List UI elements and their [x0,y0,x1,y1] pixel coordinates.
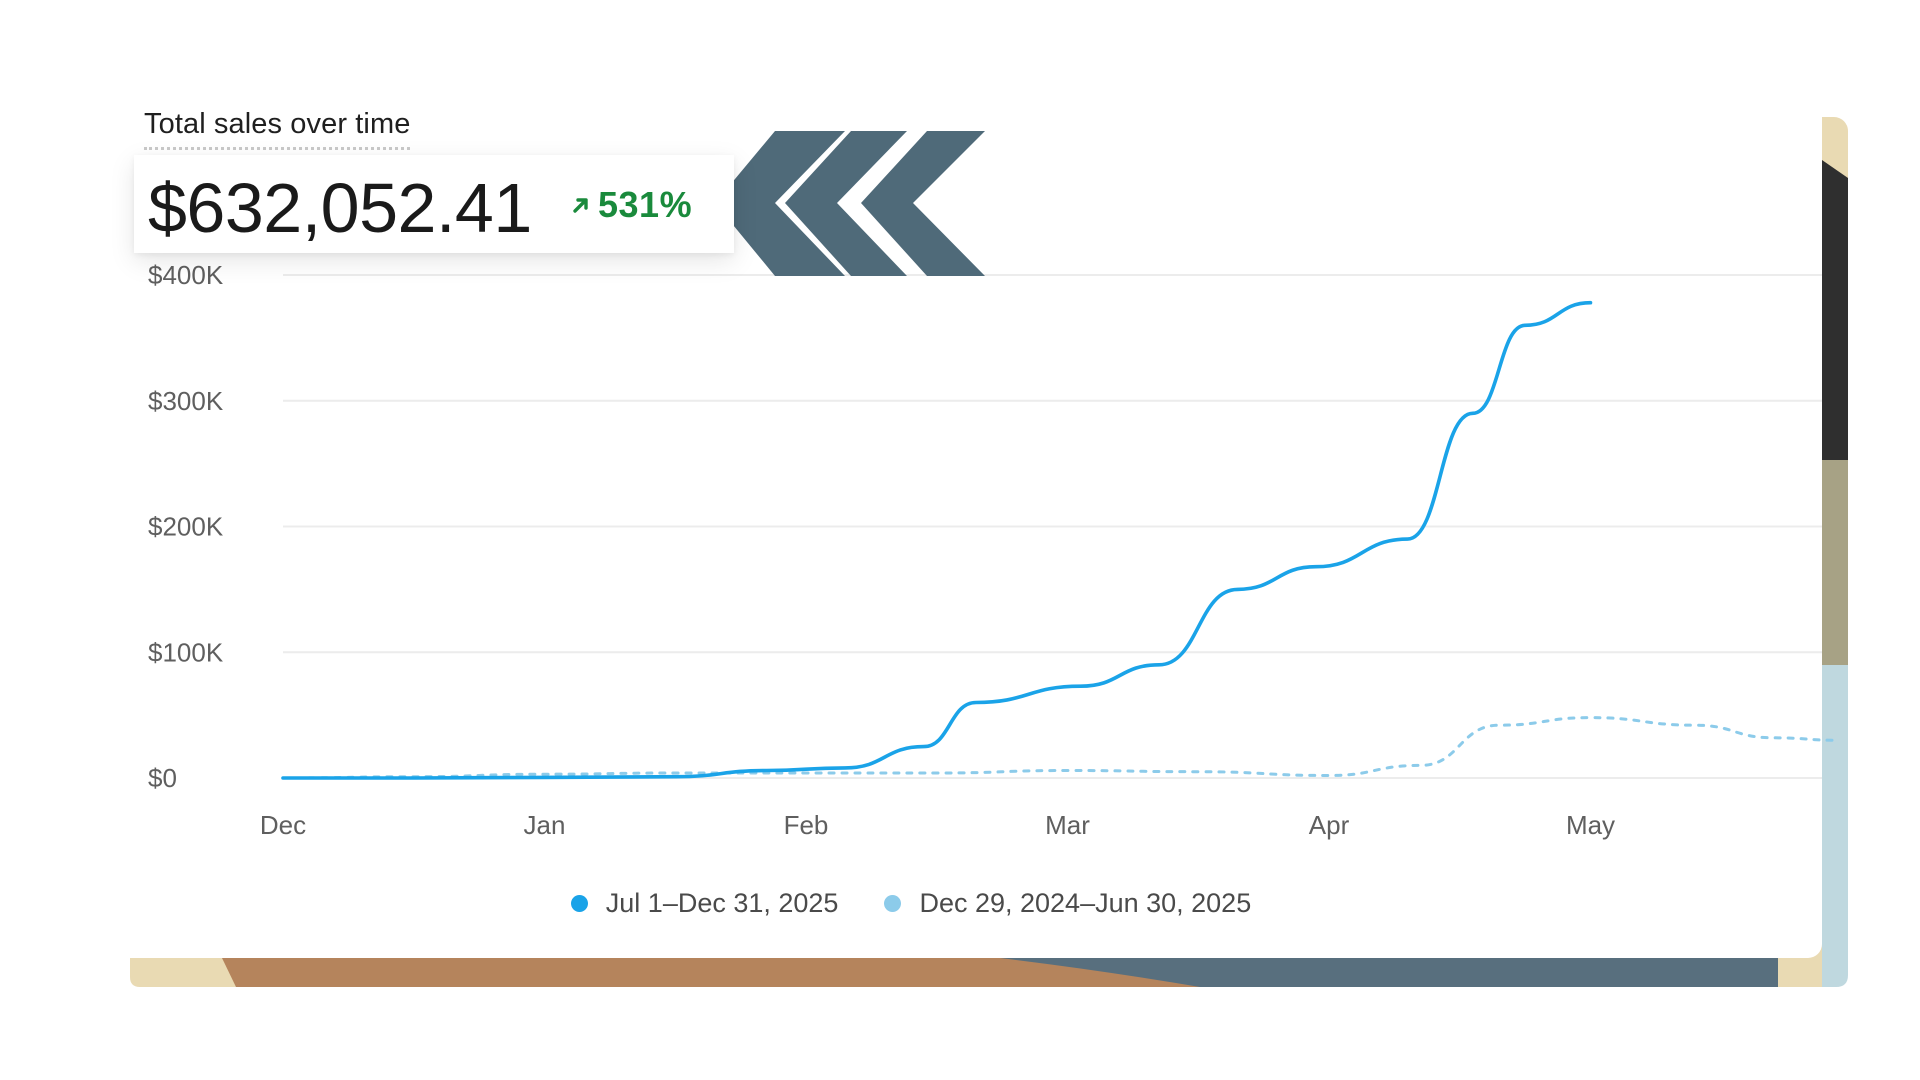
series-line-previous-period[interactable] [281,716,1841,780]
y-tick-label: $400K [148,260,224,290]
total-summary: $632,052.41 531% [134,155,734,253]
gridlines [283,274,1822,779]
legend-label: Dec 29, 2024–Jun 30, 2025 [919,888,1252,918]
arrow-up-right-icon [573,198,588,213]
y-tick-label: $200K [148,512,224,542]
chevron-arrows-icon [715,131,985,276]
x-tick-label: May [1566,810,1615,840]
change-indicator: 531% [570,184,693,225]
legend-dot-icon [570,895,588,912]
chart-title[interactable]: Total sales over time [144,108,411,150]
legend-item[interactable]: Jul 1–Dec 31, 2025 [570,888,839,919]
series-line-current-period[interactable] [281,300,1593,780]
y-tick-label: $0 [148,763,177,793]
legend-label: Jul 1–Dec 31, 2025 [605,888,839,918]
series-lines [281,300,1841,780]
y-tick-label: $300K [148,386,224,416]
y-axis-ticks: $0 $100K $200K $300K $400K [148,260,224,793]
total-sales-value: $632,052.41 [148,169,532,247]
x-tick-label: Dec [260,810,306,840]
legend-item[interactable]: Dec 29, 2024–Jun 30, 2025 [884,888,1251,919]
legend-dot-icon [884,895,902,912]
y-tick-label: $100K [148,637,224,667]
chart-legend: Jul 1–Dec 31, 2025 Dec 29, 2024–Jun 30, 2… [0,888,1822,919]
x-tick-label: Mar [1045,810,1090,840]
x-tick-label: Apr [1309,810,1350,840]
x-axis-ticks: Dec Jan Feb Mar Apr May [260,810,1615,840]
x-tick-label: Jan [524,810,566,840]
x-tick-label: Feb [784,810,829,840]
change-percent: 531% [598,184,693,225]
